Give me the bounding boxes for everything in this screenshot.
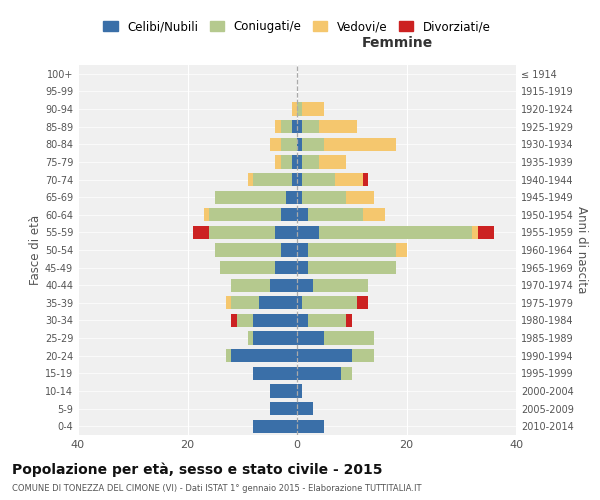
- Bar: [319, 226, 472, 239]
- Bar: [325, 138, 395, 151]
- Bar: [232, 314, 237, 327]
- Bar: [297, 156, 302, 168]
- Bar: [362, 208, 385, 222]
- Bar: [275, 261, 297, 274]
- Bar: [302, 102, 325, 116]
- Bar: [297, 208, 308, 222]
- Bar: [248, 332, 253, 344]
- Legend: Celibi/Nubili, Coniugati/e, Vedovi/e, Divorziati/e: Celibi/Nubili, Coniugati/e, Vedovi/e, Di…: [98, 16, 496, 38]
- Bar: [253, 314, 297, 327]
- Bar: [286, 190, 297, 204]
- Bar: [253, 366, 297, 380]
- Bar: [292, 173, 297, 186]
- Bar: [226, 349, 232, 362]
- Bar: [302, 120, 319, 134]
- Bar: [319, 120, 357, 134]
- Bar: [253, 173, 292, 186]
- Bar: [302, 156, 319, 168]
- Bar: [297, 384, 302, 398]
- Bar: [281, 156, 292, 168]
- Bar: [232, 296, 259, 310]
- Bar: [297, 420, 325, 433]
- Bar: [302, 173, 335, 186]
- Bar: [472, 226, 478, 239]
- Bar: [297, 244, 308, 256]
- Bar: [269, 138, 281, 151]
- Bar: [275, 156, 281, 168]
- Bar: [357, 296, 368, 310]
- Bar: [253, 420, 297, 433]
- Bar: [352, 349, 374, 362]
- Bar: [297, 296, 302, 310]
- Bar: [297, 173, 302, 186]
- Bar: [259, 296, 297, 310]
- Bar: [478, 226, 494, 239]
- Text: Femmine: Femmine: [362, 36, 433, 50]
- Bar: [302, 190, 346, 204]
- Y-axis label: Fasce di età: Fasce di età: [29, 215, 42, 285]
- Bar: [232, 278, 269, 292]
- Bar: [308, 244, 395, 256]
- Bar: [362, 173, 368, 186]
- Bar: [269, 402, 297, 415]
- Bar: [292, 102, 297, 116]
- Bar: [275, 120, 281, 134]
- Bar: [297, 332, 325, 344]
- Y-axis label: Anni di nascita: Anni di nascita: [575, 206, 587, 294]
- Bar: [215, 244, 281, 256]
- Bar: [395, 244, 407, 256]
- Bar: [269, 384, 297, 398]
- Bar: [248, 173, 253, 186]
- Bar: [319, 156, 346, 168]
- Bar: [220, 261, 275, 274]
- Bar: [237, 314, 253, 327]
- Bar: [292, 156, 297, 168]
- Bar: [297, 138, 302, 151]
- Bar: [335, 173, 362, 186]
- Bar: [297, 314, 308, 327]
- Bar: [226, 296, 232, 310]
- Bar: [281, 208, 297, 222]
- Bar: [215, 190, 286, 204]
- Bar: [313, 278, 368, 292]
- Text: Popolazione per età, sesso e stato civile - 2015: Popolazione per età, sesso e stato civil…: [12, 462, 383, 477]
- Bar: [308, 261, 395, 274]
- Bar: [292, 120, 297, 134]
- Bar: [253, 332, 297, 344]
- Bar: [346, 190, 374, 204]
- Bar: [341, 366, 352, 380]
- Bar: [232, 349, 297, 362]
- Bar: [325, 332, 374, 344]
- Bar: [297, 349, 352, 362]
- Bar: [308, 314, 346, 327]
- Bar: [269, 278, 297, 292]
- Bar: [209, 208, 281, 222]
- Bar: [281, 120, 292, 134]
- Bar: [297, 120, 302, 134]
- Bar: [302, 138, 325, 151]
- Bar: [297, 402, 313, 415]
- Bar: [275, 226, 297, 239]
- Bar: [297, 278, 313, 292]
- Bar: [281, 138, 297, 151]
- Bar: [297, 226, 319, 239]
- Bar: [281, 244, 297, 256]
- Bar: [204, 208, 209, 222]
- Text: COMUNE DI TONEZZA DEL CIMONE (VI) - Dati ISTAT 1° gennaio 2015 - Elaborazione TU: COMUNE DI TONEZZA DEL CIMONE (VI) - Dati…: [12, 484, 421, 493]
- Bar: [297, 261, 308, 274]
- Bar: [193, 226, 209, 239]
- Bar: [297, 366, 341, 380]
- Bar: [209, 226, 275, 239]
- Bar: [302, 296, 357, 310]
- Bar: [308, 208, 362, 222]
- Bar: [297, 190, 302, 204]
- Bar: [346, 314, 352, 327]
- Bar: [297, 102, 302, 116]
